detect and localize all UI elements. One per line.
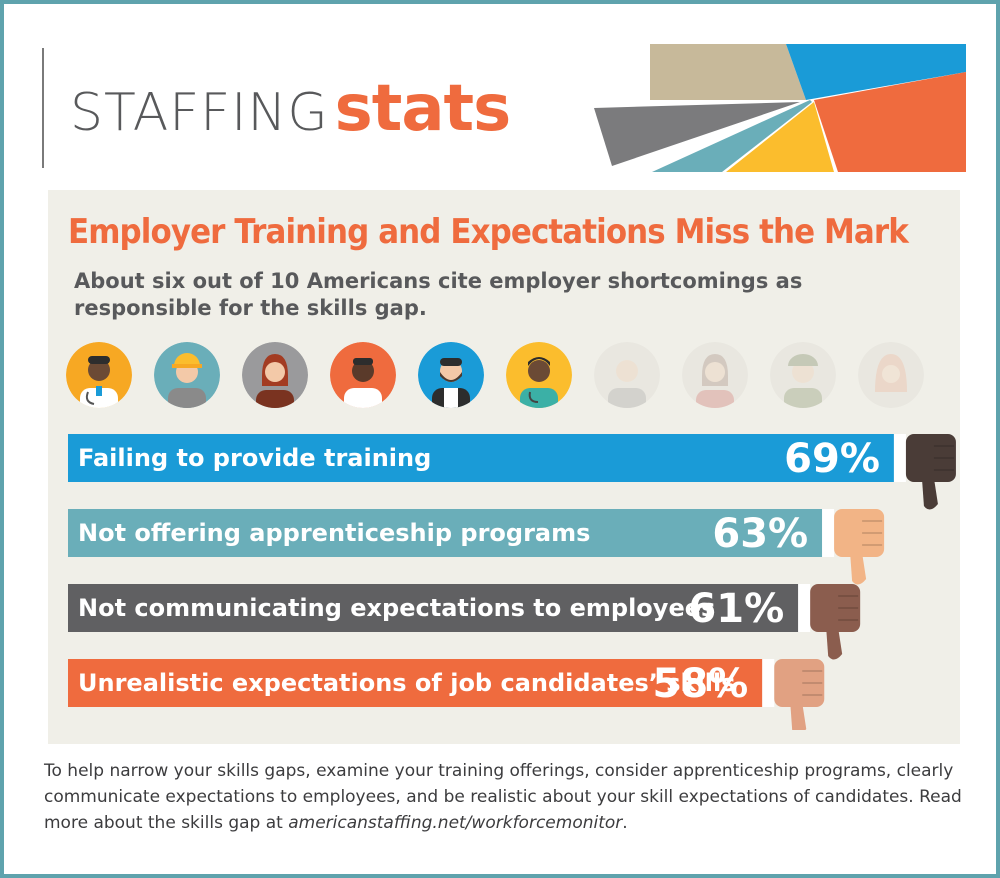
chart-panel: Employer Training and Expectations Miss … <box>48 190 960 744</box>
bar-category-label: Failing to provide training <box>78 444 431 472</box>
brand-word-staffing: STAFFING <box>70 83 329 143</box>
bar-category-label: Not offering apprenticeship programs <box>78 519 590 547</box>
bar-group: Unrealistic expectations of job candidat… <box>68 659 825 730</box>
person-waiter-icon <box>594 342 660 408</box>
footer-text: To help narrow your skills gaps, examine… <box>44 761 962 833</box>
deco-orange-slice <box>814 72 966 172</box>
bar <box>68 659 763 707</box>
thumbs-down-icon <box>822 509 885 585</box>
bar-value-label: 63% <box>712 511 808 557</box>
header-divider <box>42 48 44 168</box>
person-chef-icon <box>330 342 396 408</box>
thumb-cuff <box>893 434 906 482</box>
thumb-thumb <box>850 553 867 585</box>
footer-end: . <box>622 813 628 833</box>
bar-category-label: Unrealistic expectations of job candidat… <box>78 669 735 697</box>
person-woman-icon <box>242 342 308 408</box>
bar <box>68 584 799 632</box>
person-hijab-woman-icon <box>858 342 924 408</box>
people-row <box>66 342 946 414</box>
deco-tan-slice <box>650 44 806 100</box>
thumb-thumb <box>921 478 938 510</box>
thumbs-down-icon <box>893 434 956 510</box>
thumb-thumb <box>826 628 843 660</box>
thumb-cuff <box>762 659 775 707</box>
thumb-cuff <box>822 509 835 557</box>
bar <box>68 434 894 482</box>
person-bearded-man-icon <box>418 342 484 408</box>
brand-word-stats: stats <box>334 72 512 146</box>
thumb-fingers <box>810 584 861 632</box>
thumb-fingers <box>834 509 885 557</box>
footer-note: To help narrow your skills gaps, examine… <box>44 758 964 836</box>
thumb-fingers <box>774 659 825 707</box>
bar-group: Failing to provide training 69% <box>68 434 956 510</box>
thumb-thumb <box>790 703 807 730</box>
bar-value-label: 61% <box>688 586 784 632</box>
pie-decoration-icon <box>594 44 966 172</box>
deco-blue-slice <box>786 44 966 100</box>
person-soldier-icon <box>770 342 836 408</box>
bar <box>68 509 823 557</box>
deco-gray-slice <box>594 102 800 166</box>
bar-value-label: 58% <box>653 661 749 707</box>
brand-logo: STAFFINGstats <box>70 72 512 152</box>
person-construction-worker-icon <box>154 342 220 408</box>
thumb-cuff <box>798 584 811 632</box>
chart-subtitle: About six out of 10 Americans cite emplo… <box>74 269 803 320</box>
bar-group: Not offering apprenticeship programs 63% <box>68 509 885 585</box>
chart-title: Employer Training and Expectations Miss … <box>68 212 909 252</box>
deco-teal-slice <box>652 100 812 172</box>
thumb-fingers <box>905 434 956 482</box>
thumbs-down-icon <box>798 584 861 660</box>
bar-chart: Failing to provide training 69% Not offeri… <box>68 434 956 730</box>
person-nurse-icon <box>506 342 572 408</box>
person-woman-icon <box>682 342 748 408</box>
thumbs-down-icon <box>762 659 825 730</box>
bar-category-label: Not communicating expectations to employ… <box>78 594 715 622</box>
deco-yellow-slice <box>726 102 834 172</box>
footer-link[interactable]: americanstaffing.net/workforcemonitor <box>288 813 623 833</box>
bar-group: Not communicating expectations to employ… <box>68 584 861 660</box>
bar-value-label: 69% <box>784 436 880 482</box>
person-doctor-icon <box>66 342 132 408</box>
